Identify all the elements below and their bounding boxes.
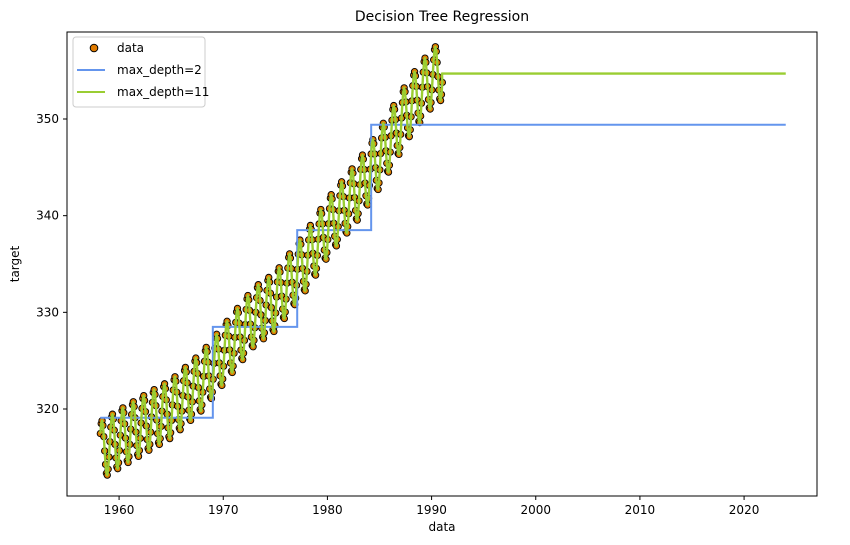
- x-tick-label: 2020: [729, 503, 760, 517]
- x-tick-label: 1970: [208, 503, 239, 517]
- plot-data-layer: [96, 43, 786, 479]
- x-axis-label: data: [428, 520, 455, 534]
- x-axis: 1960 1970 1980 1990 2000 2010 2020: [104, 496, 760, 517]
- y-tick-label: 350: [36, 112, 59, 126]
- legend-marker-data: [89, 43, 99, 53]
- x-tick-label: 1990: [416, 503, 447, 517]
- y-tick-label: 330: [36, 305, 59, 319]
- x-tick-label: 2000: [520, 503, 551, 517]
- series-line-max-depth-11: [99, 45, 786, 477]
- chart-title: Decision Tree Regression: [355, 9, 529, 25]
- x-tick-label: 1960: [104, 503, 135, 517]
- plot-frame: [66, 31, 818, 497]
- legend-label-max-depth-2: max_depth=2: [117, 63, 202, 77]
- y-tick-label: 340: [36, 209, 59, 223]
- y-tick-label: 320: [36, 402, 59, 416]
- y-axis-label: target: [8, 245, 22, 282]
- x-tick-label: 1980: [312, 503, 343, 517]
- legend-box: [72, 36, 206, 108]
- legend-label-data: data: [117, 41, 144, 55]
- legend-label-max-depth-11: max_depth=11: [117, 85, 209, 99]
- y-axis: 320 330 340 350: [36, 112, 67, 416]
- legend: data max_depth=2 max_depth=11: [72, 36, 209, 108]
- x-tick-label: 2010: [625, 503, 656, 517]
